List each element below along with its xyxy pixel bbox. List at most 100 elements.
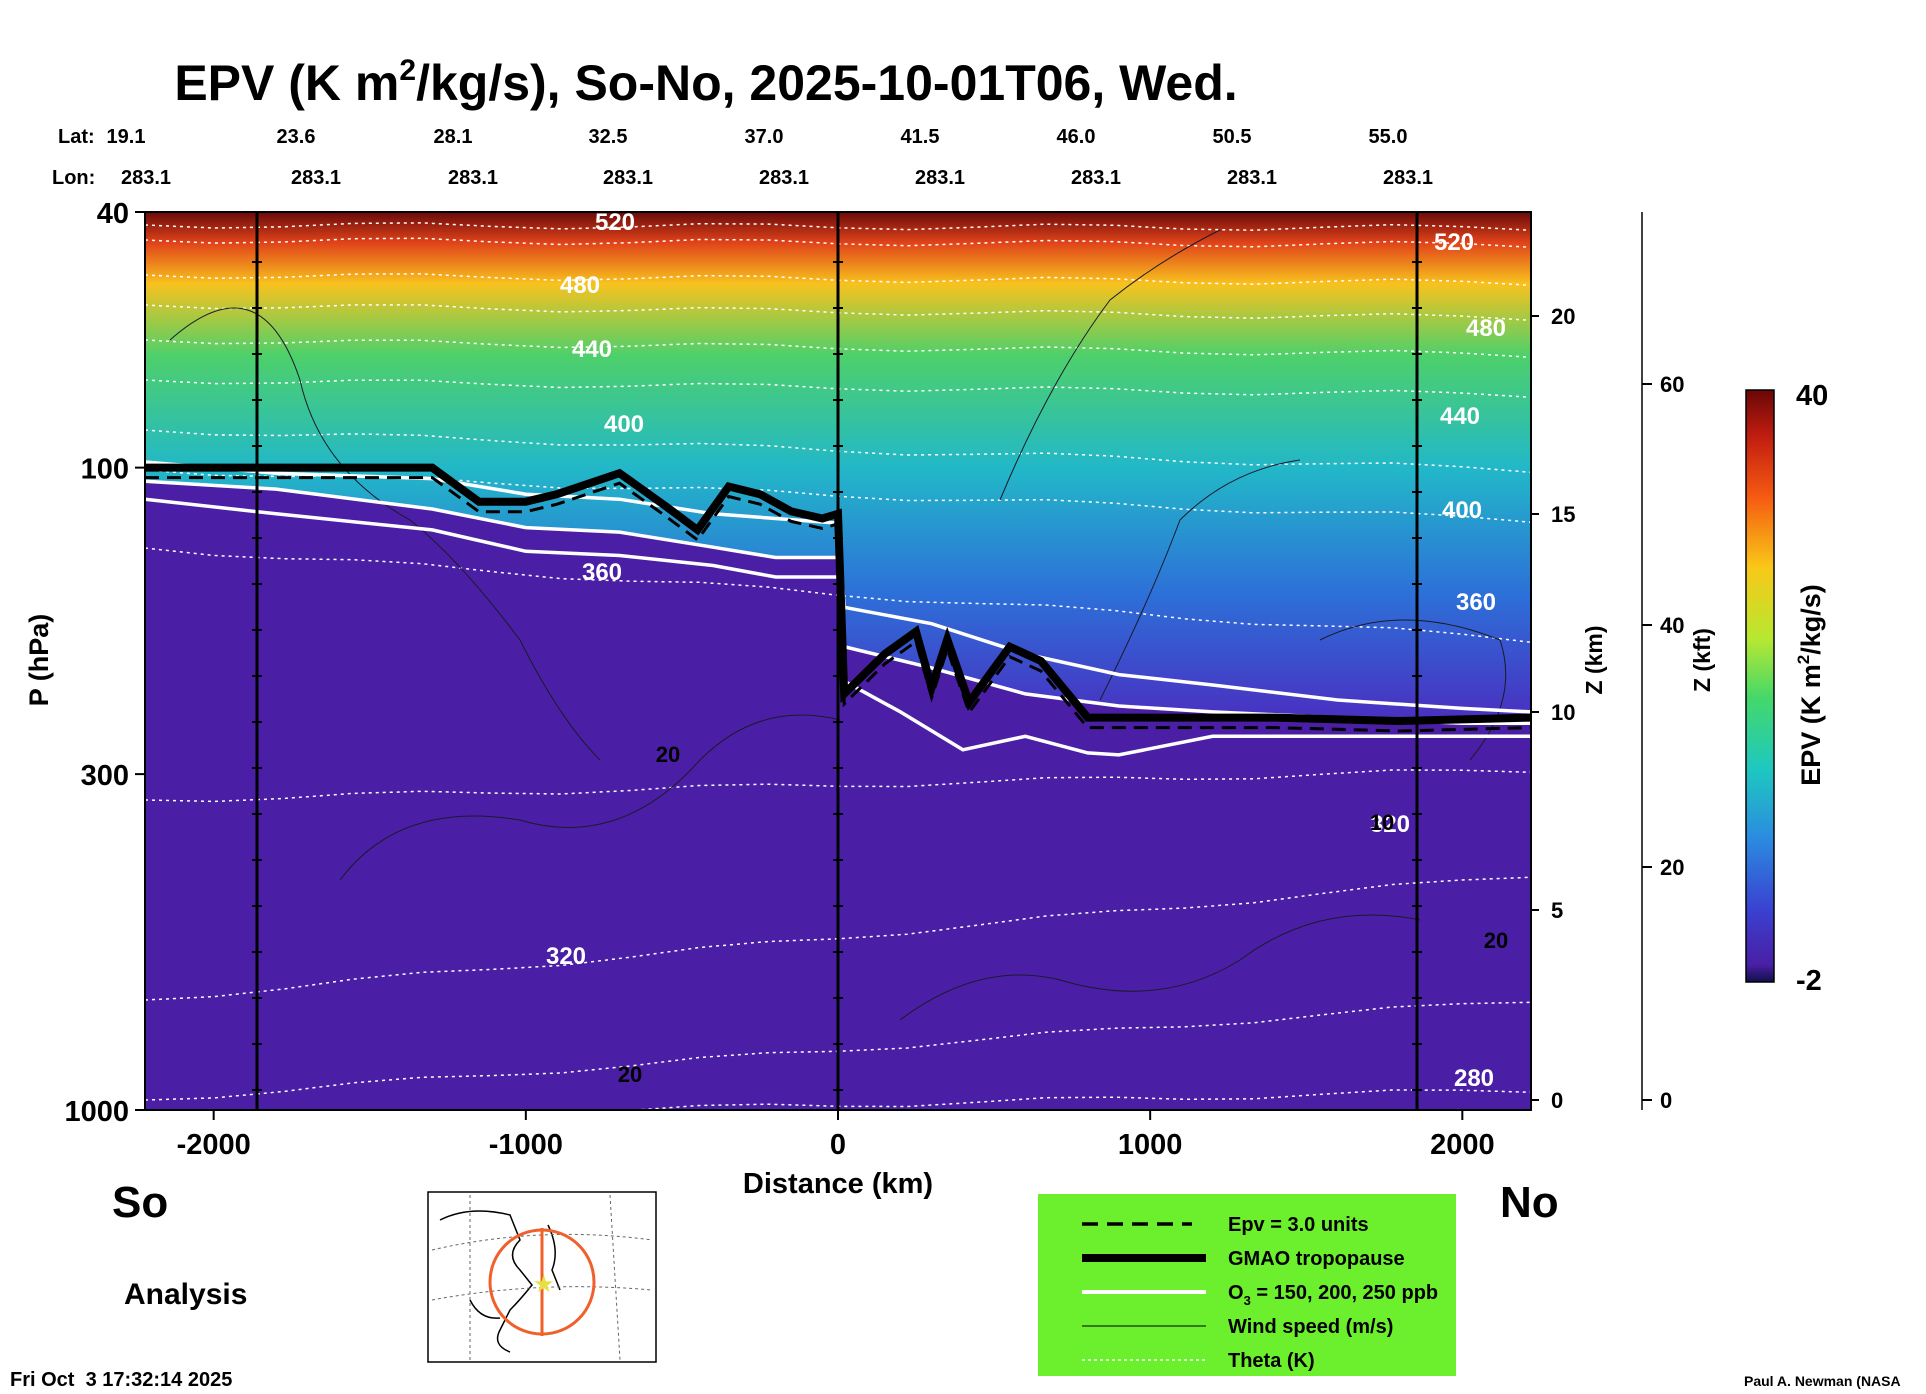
lon-value: 283.1 <box>121 167 171 189</box>
legend-tropopause-label: GMAO tropopause <box>1228 1248 1405 1270</box>
wind-label: 20 <box>656 742 680 767</box>
colorbar-min-label: -2 <box>1796 965 1822 997</box>
lon-value: 283.1 <box>1071 167 1121 189</box>
theta-label: 280 <box>1454 1065 1494 1092</box>
colorbar-label: EPV (K m2/kg/s) <box>1794 584 1826 786</box>
z-axis-label: Z (km) <box>1581 626 1607 695</box>
x-tick-label: -2000 <box>177 1129 251 1161</box>
legend-ozone-main: O <box>1228 1282 1244 1304</box>
y-axis-label: P (hPa) <box>24 614 54 707</box>
no-label: No <box>1500 1178 1559 1227</box>
plot-area: 520 480 440 400 360 520 480 440 400 360 320 320 280 2… <box>145 209 1531 1110</box>
kft-axis-label: Z (kft) <box>1689 628 1715 692</box>
lat-value: 46.0 <box>1057 126 1096 148</box>
theta-label: 440 <box>572 336 612 363</box>
credit: Paul A. Newman (NASA <box>1744 1373 1901 1389</box>
z-tick-label: 0 <box>1551 1088 1563 1113</box>
lon-value: 283.1 <box>915 167 965 189</box>
z-kft-axis: 0 20 40 60 <box>1641 212 1684 1113</box>
legend-wind-label: Wind speed (m/s) <box>1228 1316 1393 1338</box>
theta-label: 480 <box>1466 315 1506 342</box>
inset-map: ★ <box>427 1191 657 1363</box>
y-tick-label: 1000 <box>64 1096 129 1128</box>
lat-value: 23.6 <box>277 126 316 148</box>
contour-labels: 520 480 440 400 360 520 480 440 400 360 320 320 280 2… <box>546 209 1508 1092</box>
colorbar-label-main: EPV (K m <box>1796 664 1826 786</box>
y-tick-label: 40 <box>97 198 129 230</box>
y-axis: 40 100 300 1000 <box>64 198 145 1128</box>
tropopause-line <box>145 463 1531 726</box>
title-sup: 2 <box>399 54 416 87</box>
theta-label: 440 <box>1440 403 1480 430</box>
wind-contour <box>999 229 1221 501</box>
lon-value: 283.1 <box>448 167 498 189</box>
wind-label: 20 <box>1484 928 1508 953</box>
colorbar <box>1745 389 1775 983</box>
wind-contour <box>169 307 601 761</box>
lat-value: 50.5 <box>1213 126 1252 148</box>
lat-label: Lat: <box>58 126 95 148</box>
z-km-axis: 0 5 10 15 20 <box>1531 304 1575 1113</box>
legend-epv-label: Epv = 3.0 units <box>1228 1214 1369 1236</box>
ozone-250-line <box>145 497 1531 757</box>
x-axis-label: Distance (km) <box>743 1168 933 1200</box>
lat-value: 55.0 <box>1369 126 1408 148</box>
legend-ozone-rest: = 150, 200, 250 ppb <box>1251 1282 1438 1304</box>
z-tick-label: 15 <box>1551 502 1575 527</box>
theta-label: 320 <box>1370 811 1410 838</box>
theta-label: 520 <box>1434 229 1474 256</box>
x-axis: -2000 -1000 0 1000 2000 <box>177 1110 1495 1161</box>
wind-label: 20 <box>618 1062 642 1087</box>
chart-title: EPV (K m2/kg/s), So-No, 2025-10-01T06, W… <box>174 54 1237 111</box>
lat-value: 28.1 <box>434 126 473 148</box>
colorbar-label-sup: 2 <box>1794 655 1813 664</box>
theta-contour <box>145 876 1531 1001</box>
kft-tick-label: 20 <box>1660 855 1684 880</box>
x-tick-label: -1000 <box>489 1129 563 1161</box>
lat-value: 32.5 <box>589 126 628 148</box>
analysis-label: Analysis <box>124 1278 247 1311</box>
z-tick-label: 5 <box>1551 898 1563 923</box>
legend-theta-label: Theta (K) <box>1228 1350 1315 1372</box>
z-tick-label: 10 <box>1551 700 1575 725</box>
title-rest: /kg/s), So-No, 2025-10-01T06, Wed. <box>416 55 1238 111</box>
y-tick-label: 100 <box>81 454 129 486</box>
legend-ozone-label: O3 = 150, 200, 250 ppb <box>1228 1282 1438 1308</box>
lon-value: 283.1 <box>759 167 809 189</box>
theta-label: 400 <box>604 411 644 438</box>
legend-ozone-sub: 3 <box>1244 1293 1251 1308</box>
colorbar-max-label: 40 <box>1796 380 1828 412</box>
kft-tick-label: 0 <box>1660 1088 1672 1113</box>
theta-label: 400 <box>1442 497 1482 524</box>
lat-value: 37.0 <box>745 126 784 148</box>
theta-label: 360 <box>582 559 622 586</box>
wind-contour <box>899 914 1421 1021</box>
wind-label: 10 <box>1370 810 1394 835</box>
colorbar-label-rest: /kg/s) <box>1796 584 1826 655</box>
lat-value: 41.5 <box>901 126 940 148</box>
lon-value: 283.1 <box>1227 167 1277 189</box>
lon-value: 283.1 <box>291 167 341 189</box>
x-tick-label: 1000 <box>1118 1129 1183 1161</box>
lat-value: 19.1 <box>107 126 146 148</box>
y-tick-label: 300 <box>81 760 129 792</box>
theta-label: 480 <box>560 272 600 299</box>
lon-value: 283.1 <box>1383 167 1433 189</box>
inset-center-star-icon: ★ <box>533 1271 555 1298</box>
x-tick-label: 2000 <box>1430 1129 1495 1161</box>
kft-tick-label: 40 <box>1660 613 1684 638</box>
title-main: EPV (K m <box>174 55 399 111</box>
theta-label: 360 <box>1456 589 1496 616</box>
lon-value: 283.1 <box>603 167 653 189</box>
theta-label: 520 <box>595 209 635 236</box>
legend: Epv = 3.0 units GMAO tropopause O3 = 150… <box>1038 1194 1456 1376</box>
wind-contour <box>1099 459 1301 701</box>
kft-tick-label: 60 <box>1660 372 1684 397</box>
z-tick-label: 20 <box>1551 304 1575 329</box>
lat-marker-lines <box>252 212 1422 1110</box>
wind-contour <box>339 714 841 881</box>
lon-label: Lon: <box>52 167 95 189</box>
timestamp: Fri Oct 3 17:32:14 2025 <box>10 1369 232 1391</box>
so-label: So <box>112 1178 168 1227</box>
